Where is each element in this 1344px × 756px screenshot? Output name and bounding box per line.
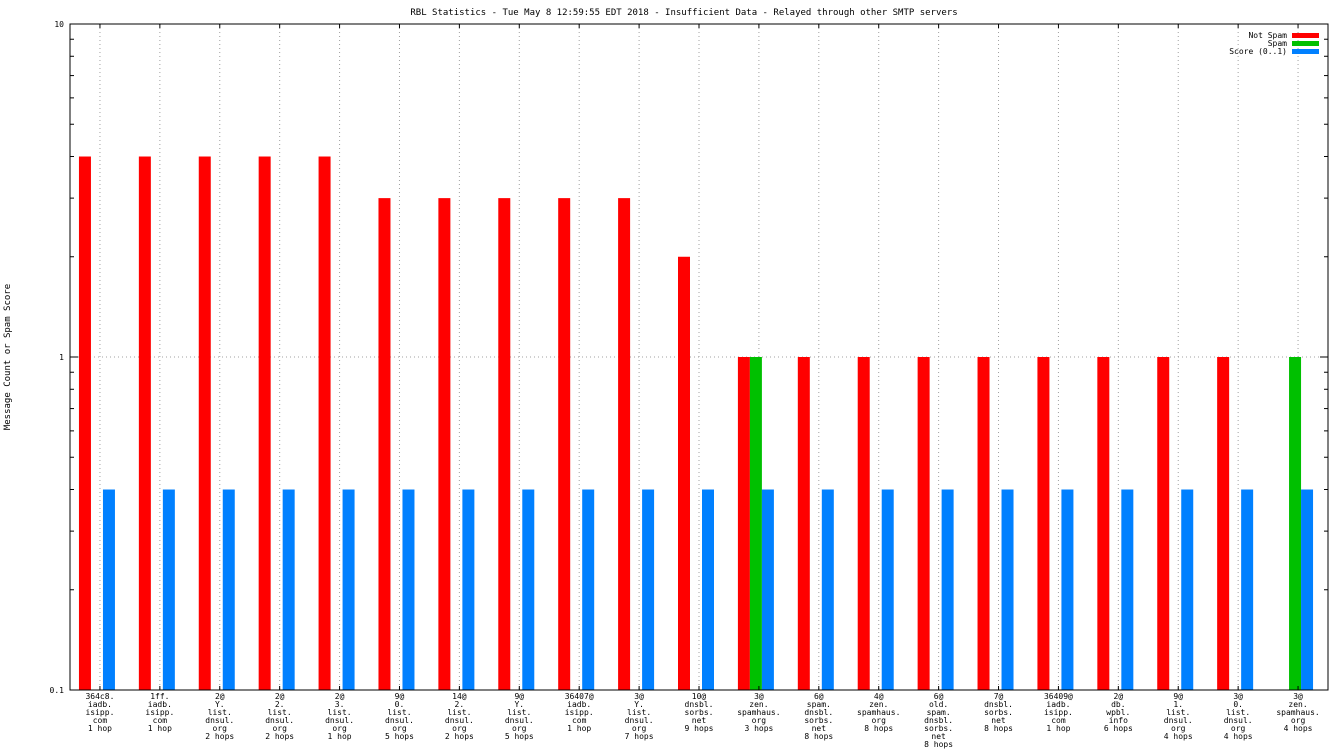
grid-lines (70, 24, 1328, 690)
bar-score-0-1 (342, 489, 355, 690)
legend-label: Not Spam (1248, 31, 1287, 40)
bar-spam (749, 357, 762, 690)
x-tick-label: 7@ dnsbl. sorbs. net 8 hops (984, 692, 1013, 733)
legend-swatch (1292, 49, 1319, 54)
bar-not-spam (1037, 357, 1050, 690)
x-tick-label: 3@ Y. list. dnsul. org 7 hops (625, 692, 654, 741)
x-tick-label: 2@ db. wpbl. info 6 hops (1104, 692, 1133, 733)
x-tick-label: 9@ 0. list. dnsul. org 5 hops (385, 692, 414, 741)
bar-score-0-1 (1001, 489, 1014, 690)
legend-label: Spam (1268, 39, 1287, 48)
bar-not-spam (737, 357, 750, 690)
x-tick-label: 9@ Y. list. dnsul. org 5 hops (505, 692, 534, 741)
bar-score-0-1 (1061, 489, 1074, 690)
x-tick-label: 2@ Y. list. dnsul. org 2 hops (205, 692, 234, 741)
x-tick-label: 3@ zen. spamhaus. org 3 hops (737, 692, 780, 733)
x-tick-label: 9@ 1. list. dnsul. org 4 hops (1164, 692, 1193, 741)
bar-not-spam (678, 256, 690, 690)
bar-score-0-1 (1181, 489, 1194, 690)
x-tick-label: 3@ 0. list. dnsul. org 4 hops (1224, 692, 1253, 741)
bar-not-spam (78, 156, 91, 690)
bar-score-0-1 (702, 489, 714, 690)
bar-not-spam (138, 156, 151, 690)
bar-not-spam (1217, 357, 1230, 690)
legend-label: Score (0..1) (1229, 47, 1287, 56)
bar-not-spam (438, 198, 451, 690)
bar-not-spam (318, 156, 331, 690)
bar-score-0-1 (1241, 489, 1254, 690)
bar-not-spam (498, 198, 511, 690)
x-tick-label: 36409@ iadb. isipp. com 1 hop (1044, 692, 1073, 733)
bar-score-0-1 (1301, 489, 1314, 690)
bar-not-spam (378, 198, 391, 690)
bar-not-spam (618, 198, 631, 690)
bar-score-0-1 (102, 489, 115, 690)
x-tick-label: 2@ 2. list. dnsul. org 2 hops (265, 692, 294, 741)
y-tick-label: 10 (54, 20, 64, 29)
x-tick-label: 6@ spam. dnsbl. sorbs. net 8 hops (804, 692, 833, 741)
bar-not-spam (917, 357, 930, 690)
x-tick-label: 2@ 3. list. dnsul. org 1 hop (325, 692, 354, 741)
bar-not-spam (258, 156, 271, 690)
bar-not-spam (198, 156, 211, 690)
x-tick-label: 1ff. iadb. isipp. com 1 hop (145, 692, 174, 733)
bar-score-0-1 (162, 489, 175, 690)
bar-score-0-1 (821, 489, 834, 690)
bar-not-spam (1157, 357, 1170, 690)
bar-not-spam (797, 357, 810, 690)
legend-swatch (1292, 41, 1319, 46)
bar-score-0-1 (282, 489, 295, 690)
x-tick-label: 10@ dnsbl. sorbs. net 9 hops (685, 692, 714, 733)
bar-score-0-1 (222, 489, 235, 690)
bar-score-0-1 (522, 489, 535, 690)
bar-not-spam (1097, 357, 1110, 690)
chart-title: RBL Statistics - Tue May 8 12:59:55 EDT … (410, 8, 957, 18)
bar-score-0-1 (402, 489, 415, 690)
x-tick-label: 6@ old. spam. dnsbl. sorbs. net 8 hops (924, 692, 953, 749)
bar-score-0-1 (1121, 489, 1134, 690)
axes: 10 1 0.1 364c8. iadb. isipp. com 1 hop 1ff. iadb.… (50, 20, 1328, 749)
bar-spam (1289, 357, 1302, 690)
x-tick-label: 14@ 2. list. dnsul. org 2 hops (445, 692, 474, 741)
bar-score-0-1 (582, 489, 595, 690)
y-axis-label: Message Count or Spam Score (3, 284, 13, 430)
x-tick-label: 36407@ iadb. isipp. com 1 hop (565, 692, 594, 733)
y-tick-label: 1 (59, 353, 64, 362)
bar-not-spam (558, 198, 571, 690)
legend-swatch (1292, 33, 1319, 38)
bars (78, 156, 1314, 690)
bar-score-0-1 (462, 489, 475, 690)
bar-score-0-1 (761, 489, 774, 690)
bar-not-spam (977, 357, 990, 690)
x-tick-label: 364c8. iadb. isipp. com 1 hop (85, 692, 114, 733)
bar-score-0-1 (642, 489, 655, 690)
bar-not-spam (857, 357, 870, 690)
x-tick-label: 4@ zen. spamhaus. org 8 hops (857, 692, 900, 733)
bar-score-0-1 (941, 489, 954, 690)
bar-score-0-1 (881, 489, 894, 690)
y-tick-label: 0.1 (50, 686, 65, 695)
x-tick-label: 3@ zen. spamhaus. org 4 hops (1276, 692, 1319, 733)
